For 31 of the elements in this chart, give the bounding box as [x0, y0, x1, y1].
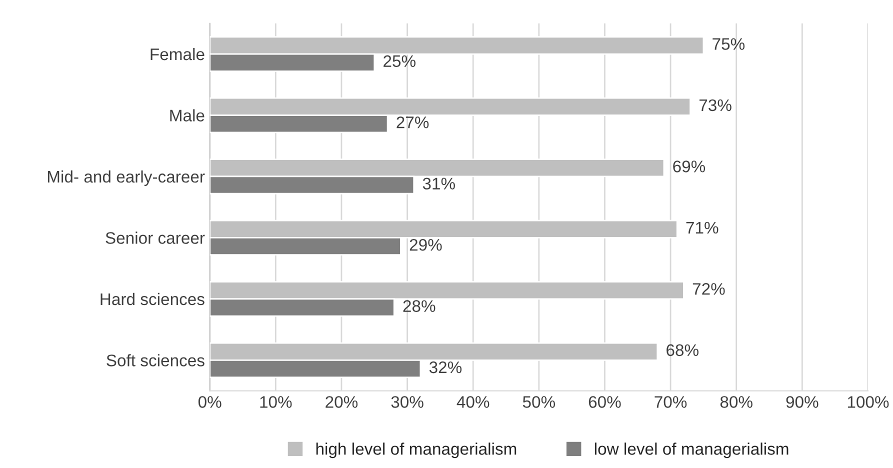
x-tick-label: 60%: [588, 396, 621, 408]
data-label: 73%: [699, 99, 732, 112]
data-label: 72%: [692, 283, 725, 295]
data-label: 27%: [396, 116, 429, 128]
y-tick-label: Mid- and early-career: [48, 170, 205, 186]
x-tick-label: 50%: [522, 396, 556, 408]
x-tick-label: 90%: [786, 396, 818, 408]
data-label: 69%: [673, 160, 706, 172]
y-tick-label: Soft sciences: [106, 354, 204, 366]
x-tick-label: 100%: [848, 396, 889, 408]
x-tick-label: 80%: [720, 396, 752, 408]
x-tick-label: 10%: [260, 396, 292, 408]
legend-label: high level of managerialism: [316, 442, 516, 458]
x-tick-label: 70%: [654, 396, 687, 408]
data-label: 25%: [384, 55, 416, 68]
y-tick-label: Hard sciences: [100, 292, 204, 306]
y-tick-label: Male: [170, 109, 204, 122]
x-tick-label: 0%: [198, 396, 222, 408]
y-tick-label: Female: [150, 48, 204, 60]
data-label: 75%: [712, 38, 745, 50]
x-tick-label: 30%: [391, 396, 424, 408]
data-label: 28%: [403, 300, 436, 312]
legend-label: low level of managerialism: [594, 442, 788, 458]
data-label: 32%: [429, 361, 462, 374]
data-label: 71%: [686, 222, 718, 234]
x-tick-label: 40%: [456, 396, 490, 408]
data-label: 29%: [410, 238, 442, 251]
y-tick-label: Senior career: [106, 232, 205, 244]
x-tick-label: 20%: [326, 396, 358, 408]
data-label: 31%: [422, 178, 455, 190]
data-label: 68%: [666, 344, 698, 356]
